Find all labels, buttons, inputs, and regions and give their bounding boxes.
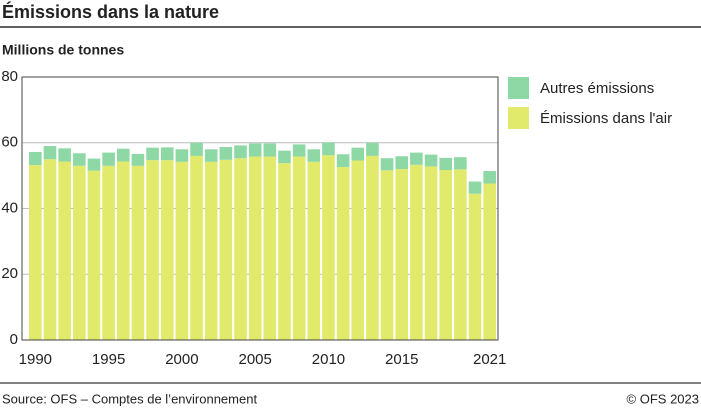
x-tick-label: 2015 <box>385 351 418 368</box>
bar-segment <box>87 170 101 340</box>
bar-segment <box>219 159 233 340</box>
bar-segment <box>395 169 409 340</box>
source: Source: OFS – Comptes de l’environnement <box>2 391 257 406</box>
bar-segment <box>160 147 174 161</box>
bar-segment <box>278 150 291 164</box>
bar-segment <box>410 152 423 165</box>
bar-segment <box>248 143 262 157</box>
bar-segment <box>204 149 218 162</box>
bar-segment <box>102 152 115 166</box>
bar-segment <box>263 143 277 157</box>
y-tick-label: 0 <box>10 331 18 348</box>
legend-swatch <box>508 107 529 129</box>
y-tick-label: 60 <box>1 134 18 151</box>
plot-frame <box>21 76 499 341</box>
bar-segment <box>439 170 453 340</box>
bar-segment <box>43 146 57 160</box>
bar-segment <box>380 158 394 171</box>
x-tick-label: 1995 <box>92 351 125 368</box>
bar-segment <box>190 155 203 340</box>
bar-segment <box>366 142 379 156</box>
x-tick-label: 2000 <box>165 351 198 368</box>
bar-segment <box>29 165 42 340</box>
bar-segment <box>483 171 496 184</box>
bar-segment <box>131 153 145 166</box>
bar-segment <box>366 155 379 340</box>
legend-label: Émissions dans l'air <box>540 110 672 127</box>
bar-segment <box>424 166 438 340</box>
bar-segment <box>116 161 130 340</box>
x-tick-label: 2005 <box>238 351 271 368</box>
y-tick-label: 20 <box>1 265 18 282</box>
bar-segment <box>292 156 306 340</box>
bar-segment <box>410 164 423 340</box>
bar-segment <box>58 161 71 340</box>
x-tick-label: 2010 <box>312 351 345 368</box>
chart-title: Émissions dans la nature <box>2 1 219 22</box>
copyright: © OFS 2023 <box>627 391 699 406</box>
legend-label: Autres émissions <box>540 80 654 97</box>
bar-segment <box>43 159 57 340</box>
bar-segment <box>292 144 306 157</box>
bar-segment <box>234 145 247 159</box>
bar-segment <box>219 147 233 160</box>
bar-segment <box>175 161 189 340</box>
bar-segment <box>424 154 438 167</box>
bar-segment <box>72 165 86 340</box>
bar-segment <box>351 160 365 340</box>
bar-segment <box>146 160 159 340</box>
bar-segment <box>483 183 496 340</box>
bar-segment <box>175 149 189 162</box>
bar-segment <box>204 161 218 340</box>
x-tick-label: 2021 <box>473 351 506 368</box>
bar-segment <box>307 149 321 162</box>
bar-segment <box>102 165 115 340</box>
bar-segment <box>468 193 482 340</box>
bar-segment <box>190 142 203 156</box>
legend-swatch <box>508 77 529 99</box>
bar-segment <box>439 157 453 171</box>
y-axis-label: Millions de tonnes <box>2 42 124 58</box>
bar-segment <box>454 157 467 170</box>
bar-segment <box>468 181 482 194</box>
bar-segment <box>336 167 350 340</box>
bar-segment <box>146 147 159 161</box>
bar-segment <box>380 170 394 340</box>
bar-segment <box>58 148 71 162</box>
bar-segment <box>322 155 335 340</box>
bar-segment <box>248 156 262 340</box>
bar-segment <box>395 156 409 170</box>
bar-segment <box>87 158 101 171</box>
bar-segment <box>336 154 350 168</box>
bar-segment <box>322 142 335 156</box>
bar-segment <box>72 153 86 166</box>
bar-segment <box>116 148 130 162</box>
y-tick-label: 80 <box>1 68 18 85</box>
bar-segment <box>29 151 42 166</box>
y-tick-label: 40 <box>1 199 18 216</box>
x-tick-label: 1990 <box>19 351 52 368</box>
bar-segment <box>131 165 145 340</box>
bar-segment <box>263 156 277 340</box>
bar-segment <box>307 161 321 340</box>
bar-segment <box>160 160 174 340</box>
bar-segment <box>454 169 467 340</box>
bar-segment <box>351 147 365 161</box>
bar-segment <box>278 163 291 340</box>
bar-segment <box>234 158 247 340</box>
